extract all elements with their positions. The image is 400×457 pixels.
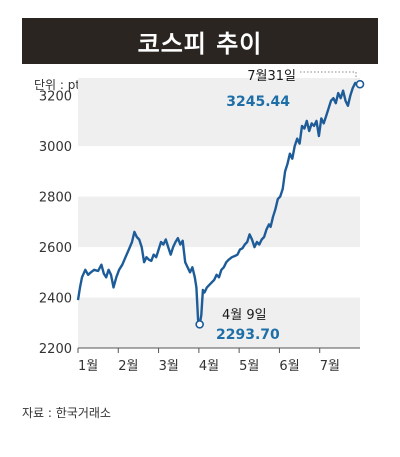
grid-band (78, 297, 360, 348)
chart-title: 코스피 추이 (137, 29, 263, 58)
x-tick-label: 7월 (320, 359, 340, 374)
x-tick-label: 2월 (118, 359, 138, 374)
grid-band (78, 78, 360, 96)
grid-band (78, 196, 360, 248)
y-tick-label: 2200 (39, 342, 72, 357)
source-label: 자료 : 한국거래소 (22, 406, 111, 420)
low-point-date: 4월 9일 (222, 308, 267, 323)
y-tick-label: 2400 (39, 292, 72, 307)
end-point-date: 7월31일 (247, 69, 296, 84)
x-tick-label: 1월 (78, 359, 98, 374)
x-tick-label: 6월 (279, 359, 299, 374)
low-point-marker (195, 320, 204, 329)
y-tick-label: 2800 (39, 191, 72, 206)
end-point-marker (355, 79, 365, 89)
unit-label: 단위 : pt (34, 78, 81, 92)
y-tick-label: 3000 (39, 140, 72, 155)
title-bar: 코스피 추이 (22, 18, 378, 64)
kospi-series-line (76, 81, 361, 326)
low-point-value: 2293.70 (216, 327, 280, 343)
y-tick-label: 2600 (39, 241, 72, 256)
x-tick-label: 3월 (159, 359, 179, 374)
end-point-leader (300, 71, 357, 80)
x-tick-label: 4월 (199, 359, 219, 374)
line-chart: 2200 2400 2600 2800 3000 3200 1월 2월 3월 4월 5월 6월 7월 4월… (39, 69, 365, 374)
x-tick-label: 5월 (239, 359, 259, 374)
y-tick-label: 3200 (39, 90, 72, 105)
end-point-value: 3245.44 (226, 94, 290, 110)
